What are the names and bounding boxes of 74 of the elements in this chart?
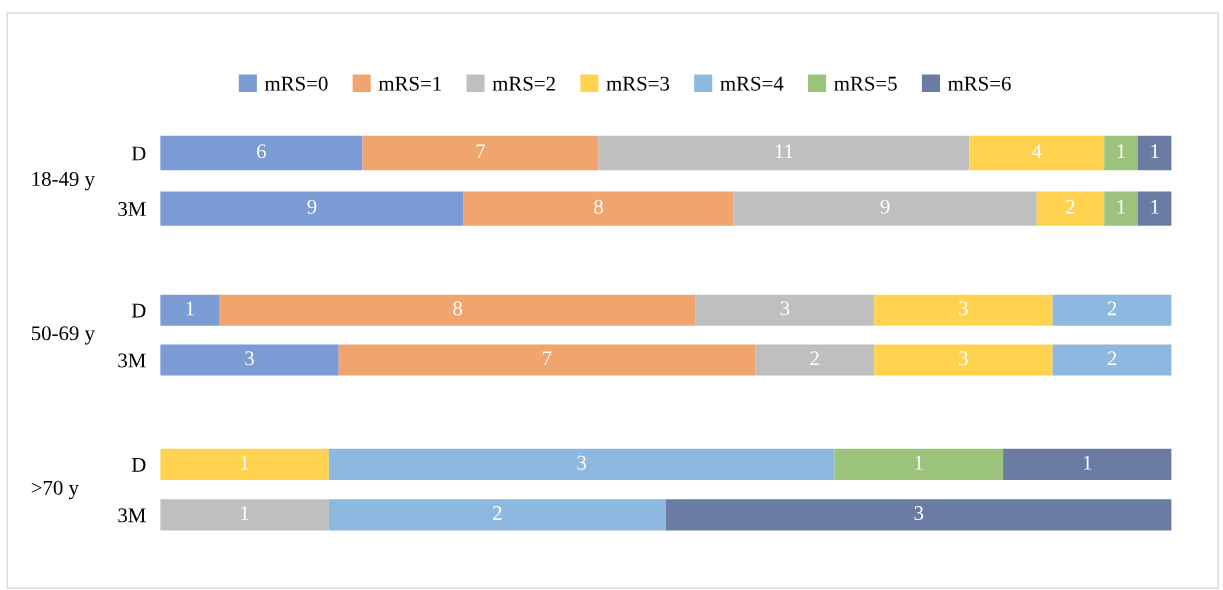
data-label: 11: [775, 144, 793, 159]
data-label: 2: [1107, 351, 1117, 366]
legend-label: mRS=1: [378, 76, 441, 91]
data-label: 6: [257, 144, 266, 159]
data-label: 3: [780, 301, 790, 316]
legend-label: mRS=2: [492, 76, 555, 91]
data-label: 1: [1083, 455, 1092, 470]
data-label: 3: [577, 455, 587, 470]
bar: [695, 294, 875, 326]
data-label: 2: [1066, 199, 1075, 214]
data-label: 7: [543, 351, 552, 366]
y-tick-label: 3M: [118, 508, 146, 523]
y-axis-title: 18-49 y: [32, 171, 95, 191]
bar: [219, 294, 696, 326]
y-tick-label: D: [131, 146, 146, 161]
bar: [328, 499, 666, 531]
bar: [362, 135, 599, 171]
bar: [755, 344, 875, 376]
bar: [160, 191, 464, 226]
data-label: 2: [810, 351, 819, 366]
data-label: 3: [245, 351, 254, 366]
bar: [598, 135, 970, 171]
bar: [160, 499, 329, 531]
data-label: 2: [1107, 301, 1117, 316]
bar: [1003, 448, 1172, 481]
data-label: 9: [307, 199, 317, 214]
y-tick-label: D: [131, 303, 146, 318]
bar: [733, 191, 1037, 226]
bar: [328, 448, 835, 481]
bar: [834, 448, 1004, 481]
legend-label: mRS=4: [720, 76, 784, 91]
legend-label: mRS=3: [606, 76, 670, 91]
y-tick-label: D: [131, 458, 146, 472]
data-label: 1: [186, 301, 194, 316]
bar: [1137, 191, 1172, 226]
bar: [874, 294, 1053, 326]
data-label: 8: [453, 301, 463, 316]
bar: [665, 499, 1172, 531]
bar: [160, 294, 220, 326]
bar: [874, 344, 1053, 376]
data-label: 1: [1151, 144, 1159, 159]
data-label: 9: [880, 199, 890, 214]
data-label: 1: [1151, 199, 1159, 214]
bar: [1052, 294, 1172, 326]
y-axis-title: >70 y: [31, 480, 79, 500]
bar: [338, 344, 756, 376]
data-label: 3: [959, 351, 968, 366]
legend-label: mRS=0: [264, 76, 328, 91]
data-label: 3: [914, 506, 924, 521]
bar: [160, 135, 363, 171]
data-label: 8: [594, 199, 603, 214]
y-tick-label: 3M: [118, 353, 146, 368]
y-tick-label: 3M: [118, 202, 146, 217]
legend-label: mRS=6: [948, 76, 1011, 91]
data-label: 1: [1117, 199, 1126, 214]
legend-label: mRS=5: [834, 76, 897, 91]
data-label: 1: [241, 455, 249, 470]
bar: [1137, 135, 1172, 171]
bar: [463, 191, 734, 226]
bar: [160, 448, 329, 481]
bar: [1104, 135, 1138, 171]
bar: [1104, 191, 1138, 226]
data-label: 7: [476, 144, 486, 159]
data-label: 2: [493, 506, 502, 520]
bar: [1052, 344, 1172, 376]
data-label: 3: [959, 301, 968, 316]
data-label: 1: [1117, 144, 1126, 159]
data-label: 4: [1031, 144, 1042, 159]
y-axis-title: 50-69 y: [31, 326, 95, 345]
data-label: 1: [241, 506, 249, 520]
bar: [160, 344, 339, 376]
bar: [969, 135, 1105, 171]
data-label: 1: [915, 455, 923, 470]
bar: [1036, 191, 1105, 226]
